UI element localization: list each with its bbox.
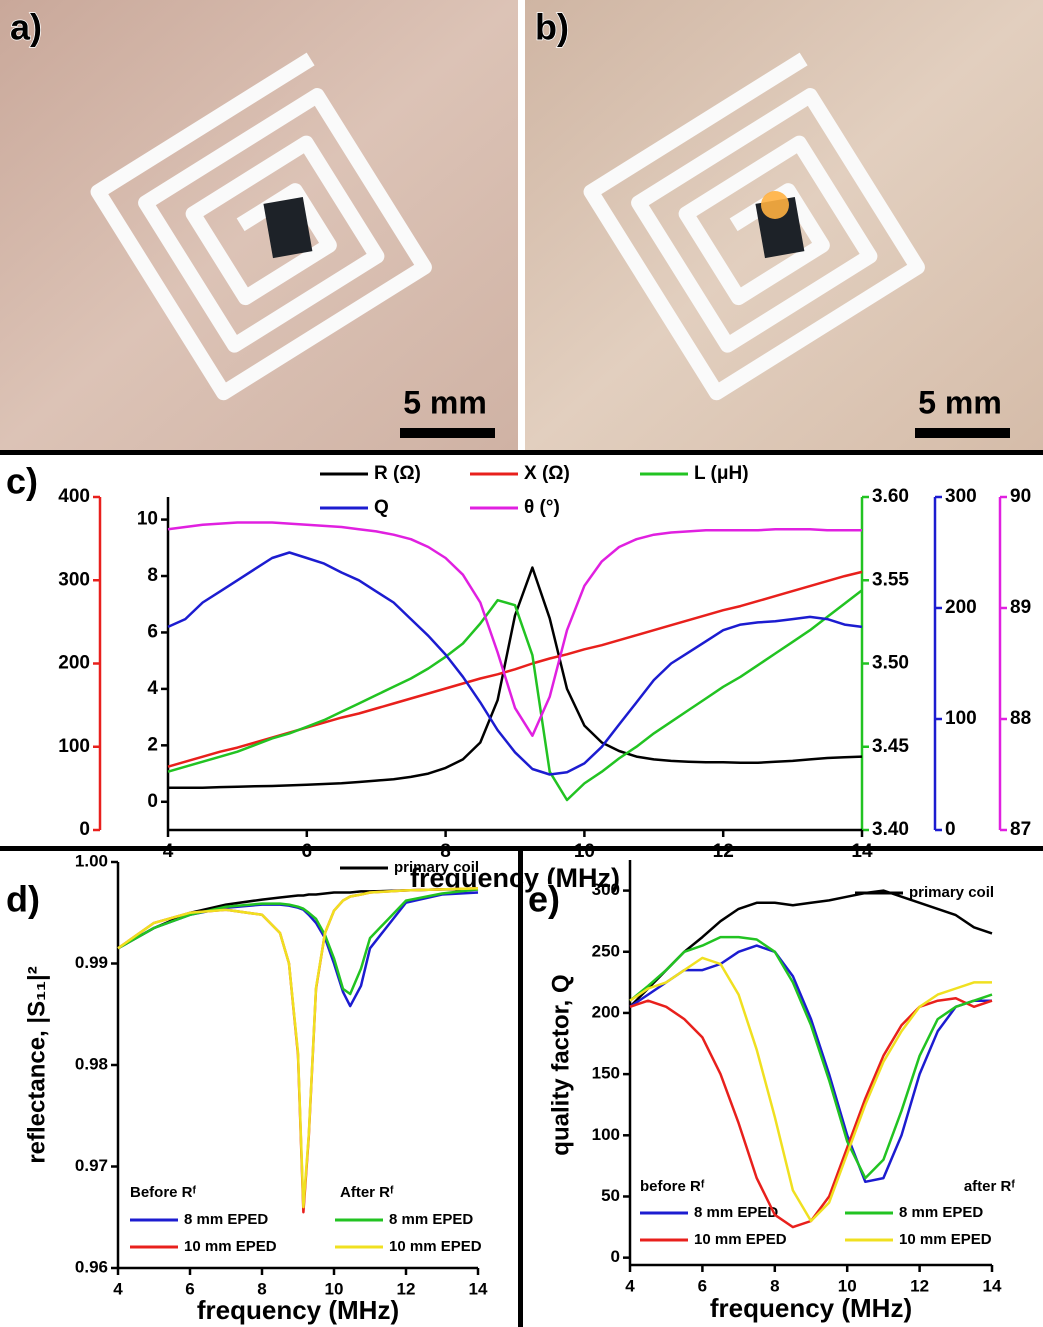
x-tick-label: 12 xyxy=(713,841,734,862)
series-line xyxy=(630,946,992,1182)
y-tick-label: 88 xyxy=(1010,708,1031,729)
y-tick-label: 3.40 xyxy=(872,819,909,840)
panel-label: d) xyxy=(6,879,40,920)
series-line xyxy=(630,937,992,1178)
x-tick-label: 14 xyxy=(469,1279,488,1298)
y-tick-label: 3.55 xyxy=(872,569,909,590)
y-axis-label: quality factor, Q xyxy=(547,974,574,1155)
y-tick-label: 10 xyxy=(137,509,158,530)
legend-label: 8 mm EPED xyxy=(184,1211,268,1228)
figure: a) 5 mm b) 5 mm 024681001002003004003.40… xyxy=(0,0,1043,1327)
x-axis-label: frequency (MHz) xyxy=(197,1295,399,1325)
y-tick-label: 1.00 xyxy=(75,851,108,870)
y-tick-label: 200 xyxy=(58,653,90,674)
y-tick-label: 400 xyxy=(58,486,90,507)
legend-label: 8 mm EPED xyxy=(389,1211,473,1228)
y-tick-label: 87 xyxy=(1010,819,1031,840)
legend-title: after Rᶠ xyxy=(964,1178,1016,1195)
series-line xyxy=(168,553,862,775)
legend-label: θ (°) xyxy=(524,497,560,518)
y-tick-label: 200 xyxy=(945,597,977,618)
scale-bar-label: 5 mm xyxy=(403,384,487,420)
x-tick-label: 12 xyxy=(910,1276,929,1295)
y-tick-label: 3.50 xyxy=(872,653,909,674)
y-tick-label: 0 xyxy=(79,819,90,840)
y-tick-label: 50 xyxy=(601,1186,620,1205)
panel-label: a) xyxy=(10,7,42,48)
x-tick-label: 4 xyxy=(113,1279,123,1298)
series-line xyxy=(118,889,478,994)
y-tick-label: 200 xyxy=(592,1002,620,1021)
y-tick-label: 0.99 xyxy=(75,953,108,972)
x-tick-label: 14 xyxy=(983,1276,1002,1295)
x-tick-label: 4 xyxy=(163,841,174,862)
legend-label: 10 mm EPED xyxy=(184,1238,277,1255)
y-tick-label: 0.98 xyxy=(75,1054,108,1073)
y-tick-label: 100 xyxy=(58,736,90,757)
y-axis-label: reflectance, |S₁₁|² xyxy=(23,966,50,1163)
legend-label: Q xyxy=(374,497,389,518)
series-line xyxy=(630,891,992,1007)
legend-label: 10 mm EPED xyxy=(899,1231,992,1248)
y-tick-label: 300 xyxy=(945,486,977,507)
y-tick-label: 300 xyxy=(592,880,620,899)
legend-label: primary coil xyxy=(394,859,479,876)
scale-bar xyxy=(400,428,495,438)
y-tick-label: 4 xyxy=(147,678,158,699)
y-tick-label: 3.60 xyxy=(872,486,909,507)
x-tick-label: 6 xyxy=(185,1279,194,1298)
panel-label: e) xyxy=(528,879,560,920)
legend-label: L (μH) xyxy=(694,463,749,484)
y-tick-label: 100 xyxy=(945,708,977,729)
scale-bar-label: 5 mm xyxy=(918,384,1002,420)
y-tick-label: 89 xyxy=(1010,597,1031,618)
y-tick-label: 2 xyxy=(147,734,158,755)
photo-a: a) 5 mm xyxy=(0,0,518,450)
y-tick-label: 0.97 xyxy=(75,1156,108,1175)
divider xyxy=(0,450,1043,455)
legend-label: X (Ω) xyxy=(524,463,570,484)
y-tick-label: 8 xyxy=(147,565,158,586)
legend-title: before Rᶠ xyxy=(640,1178,705,1195)
legend-label: R (Ω) xyxy=(374,463,421,484)
scale-bar xyxy=(915,428,1010,438)
y-tick-label: 0 xyxy=(611,1247,620,1266)
legend-title: After Rᶠ xyxy=(340,1184,394,1201)
y-tick-label: 3.45 xyxy=(872,736,909,757)
divider xyxy=(0,846,1043,851)
y-tick-label: 300 xyxy=(58,569,90,590)
photo-b: b) 5 mm xyxy=(525,0,1043,450)
divider xyxy=(518,851,523,1327)
photo-background xyxy=(0,0,518,450)
series-line xyxy=(118,888,478,1207)
y-tick-label: 0 xyxy=(945,819,956,840)
legend-label: 8 mm EPED xyxy=(899,1204,983,1221)
legend-label: 10 mm EPED xyxy=(389,1238,482,1255)
led-glow xyxy=(761,191,789,219)
x-tick-label: 4 xyxy=(625,1276,635,1295)
legend-title: Before Rᶠ xyxy=(130,1184,197,1201)
y-tick-label: 150 xyxy=(592,1064,620,1083)
y-tick-label: 100 xyxy=(592,1125,620,1144)
y-tick-label: 0.96 xyxy=(75,1257,108,1276)
y-tick-label: 6 xyxy=(147,621,158,642)
series-line xyxy=(118,893,478,1007)
x-axis-label: frequency (MHz) xyxy=(710,1293,912,1323)
x-tick-label: 6 xyxy=(302,841,313,862)
x-tick-label: 14 xyxy=(851,841,873,862)
legend-label: primary coil xyxy=(909,884,994,901)
y-tick-label: 90 xyxy=(1010,486,1031,507)
x-tick-label: 6 xyxy=(698,1276,707,1295)
x-tick-label: 10 xyxy=(574,841,595,862)
y-tick-label: 0 xyxy=(147,791,158,812)
y-tick-label: 250 xyxy=(592,941,620,960)
legend-label: 10 mm EPED xyxy=(694,1231,787,1248)
panel-label: c) xyxy=(6,461,38,502)
series-line xyxy=(168,523,862,736)
x-tick-label: 12 xyxy=(397,1279,416,1298)
legend-label: 8 mm EPED xyxy=(694,1204,778,1221)
panel-label: b) xyxy=(535,7,569,48)
